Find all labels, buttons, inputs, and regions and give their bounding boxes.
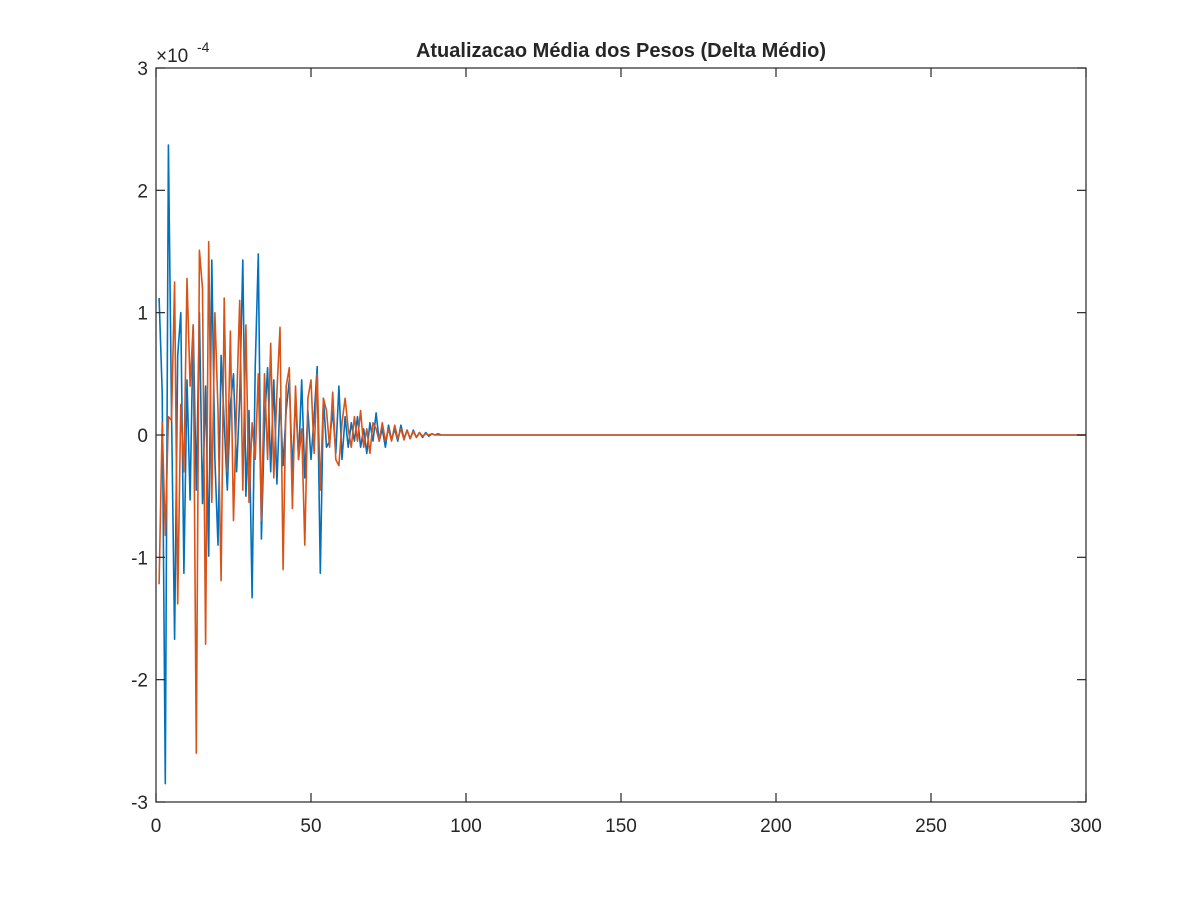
chart-title: Atualizacao Média dos Pesos (Delta Médio… [416, 40, 826, 62]
x-tick-label: 300 [1070, 816, 1102, 837]
y-tick-label: 3 [137, 59, 148, 80]
x-tick-label: 250 [915, 816, 947, 837]
y-exponent: ×10 -4 [156, 39, 210, 67]
y-tick-label: 1 [137, 304, 148, 325]
x-axis-ticks: 0 50 100 150 200 250 300 [151, 68, 1102, 837]
x-tick-label: 50 [300, 816, 321, 837]
x-tick-label: 150 [605, 816, 637, 837]
y-tick-label: 0 [137, 426, 148, 447]
x-tick-label: 200 [760, 816, 792, 837]
x-tick-label: 0 [151, 816, 162, 837]
y-tick-label: 2 [137, 181, 148, 202]
series-2-line [158, 240, 1086, 754]
series-layer [158, 144, 1086, 785]
y-tick-label: -1 [131, 548, 148, 569]
y-axis-ticks: -3 -2 -1 0 1 2 3 [131, 59, 1086, 814]
y-exponent-power: -4 [197, 39, 210, 55]
y-tick-label: -2 [131, 671, 148, 692]
y-tick-label: -3 [131, 793, 148, 814]
y-exponent-base: ×10 [156, 46, 188, 67]
x-tick-label: 100 [450, 816, 482, 837]
